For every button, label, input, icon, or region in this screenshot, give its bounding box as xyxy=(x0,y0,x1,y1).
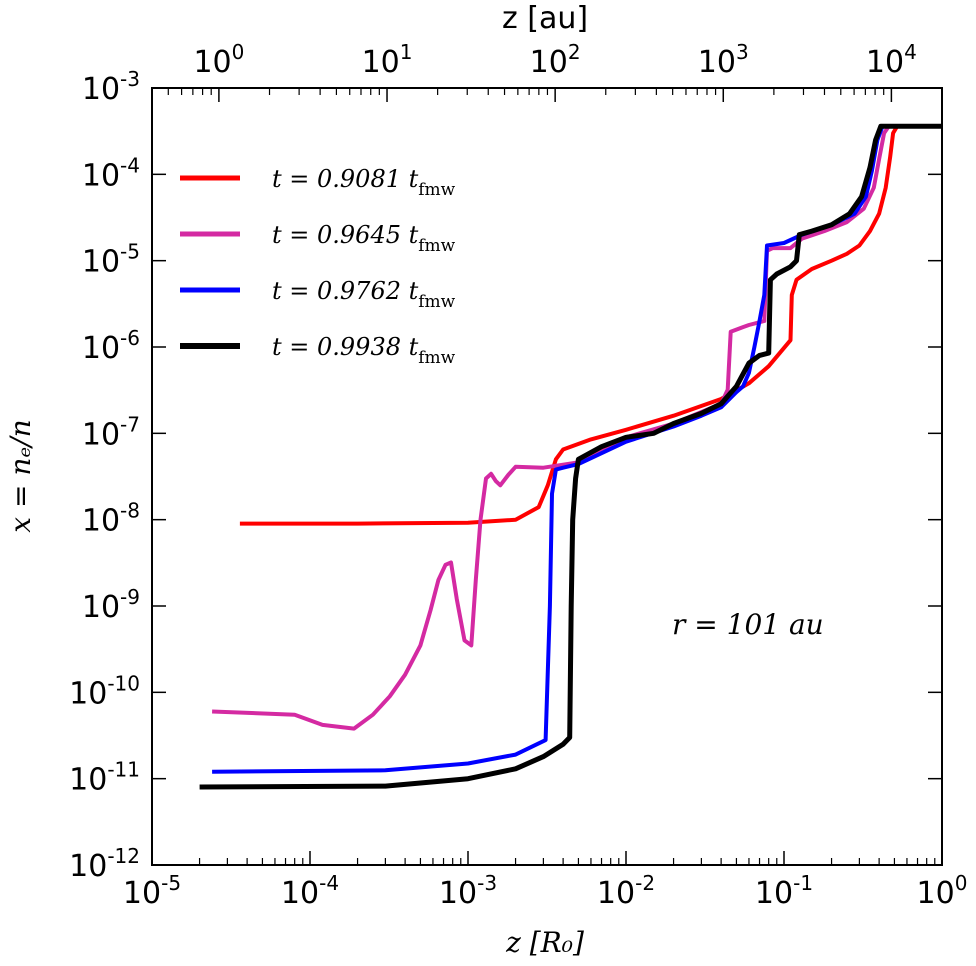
series-line-1 xyxy=(239,124,942,526)
y-tick-label: 10-5 xyxy=(82,240,140,280)
tick-labels: 10-5 10-4 10-3 10-2 10-1 100 100 101 102 103 104 10… xyxy=(69,40,967,911)
top-axis-label-text: z [au] xyxy=(502,1,588,36)
y-tick-label: 10-7 xyxy=(82,412,140,452)
x-tick-label: 10-2 xyxy=(597,871,655,911)
y-tick-label: 10-3 xyxy=(82,67,140,107)
top-axis-label: z [au] xyxy=(502,1,588,36)
y-tick-label: 10-8 xyxy=(82,499,140,539)
x-tick-label: 10-1 xyxy=(755,871,813,911)
top-tick-label: 102 xyxy=(530,40,581,80)
series-line-3 xyxy=(212,124,942,774)
y-tick-label: 10-6 xyxy=(82,326,140,366)
x-tick-label: 10-3 xyxy=(439,871,497,911)
top-tick-label: 101 xyxy=(362,40,413,80)
tick-marks xyxy=(151,87,943,866)
y-tick-label: 10-11 xyxy=(69,758,140,798)
y-tick-label: 10-9 xyxy=(82,585,140,625)
plot-frame xyxy=(151,87,943,866)
chart-lines xyxy=(199,123,942,790)
y-tick-label: 10-12 xyxy=(69,844,140,884)
series-line-2 xyxy=(212,124,942,731)
x-tick-label: 100 xyxy=(917,871,968,911)
x-tick-label: 10-4 xyxy=(281,871,339,911)
y-tick-label: 10-10 xyxy=(69,671,140,711)
top-tick-label: 104 xyxy=(866,40,917,80)
y-axis-label: x = nₑ/n xyxy=(4,419,37,532)
legend-label-2: t = 0.9645 tfmw xyxy=(272,221,456,256)
x-axis-label: z [R₀] xyxy=(505,926,584,959)
legend-label-3: t = 0.9762 tfmw xyxy=(272,277,456,312)
legend: t = 0.9081 tfmw t = 0.9645 tfmw t = 0.9762… xyxy=(180,165,456,368)
legend-label-1: t = 0.9081 tfmw xyxy=(272,165,456,200)
annotation-radius: r = 101 au xyxy=(672,608,824,641)
y-tick-label: 10-4 xyxy=(82,153,140,193)
top-tick-label: 103 xyxy=(698,40,749,80)
series-line-4 xyxy=(199,123,942,790)
x-tick-label: 10-5 xyxy=(123,871,181,911)
legend-label-4: t = 0.9938 tfmw xyxy=(272,333,456,368)
top-tick-label: 100 xyxy=(193,40,244,80)
